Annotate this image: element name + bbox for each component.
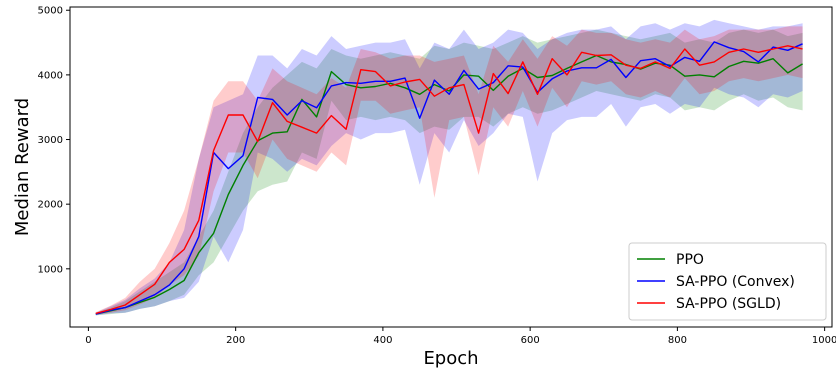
- x-tick-label: 1000: [812, 335, 836, 346]
- x-axis-ticks: 0 200 400 600 800 1000: [85, 327, 836, 346]
- y-tick-label: 5000: [38, 6, 63, 17]
- line-series-2: [95, 45, 803, 315]
- series-lines: [95, 41, 803, 315]
- band-series-0: [95, 29, 803, 316]
- legend-label: SA-PPO (Convex): [676, 274, 795, 290]
- plot-frame: [69, 6, 833, 328]
- legend-label: SA-PPO (SGLD): [676, 296, 781, 312]
- x-tick-label: 200: [226, 335, 245, 346]
- band-series-2: [95, 26, 803, 315]
- x-axis-label: Epoch: [423, 348, 478, 369]
- legend-box: [628, 242, 827, 321]
- x-tick-label: 400: [373, 335, 392, 346]
- legend-label: PPO: [676, 252, 704, 268]
- x-tick-label: 0: [85, 335, 91, 346]
- y-tick-label: 3000: [38, 135, 63, 146]
- legend: PPO SA-PPO (Convex) SA-PPO (SGLD): [628, 242, 827, 321]
- x-tick-label: 600: [521, 335, 540, 346]
- y-tick-label: 4000: [38, 70, 63, 81]
- y-tick-label: 2000: [38, 200, 63, 211]
- band-series-1: [95, 19, 803, 316]
- confidence-bands: [95, 19, 803, 316]
- y-tick-label: 1000: [38, 264, 63, 275]
- line-series-0: [95, 54, 803, 315]
- y-axis-ticks: 1000 2000 3000 4000 5000: [38, 6, 70, 275]
- y-axis-label: Median Reward: [12, 98, 33, 236]
- x-tick-label: 800: [668, 335, 687, 346]
